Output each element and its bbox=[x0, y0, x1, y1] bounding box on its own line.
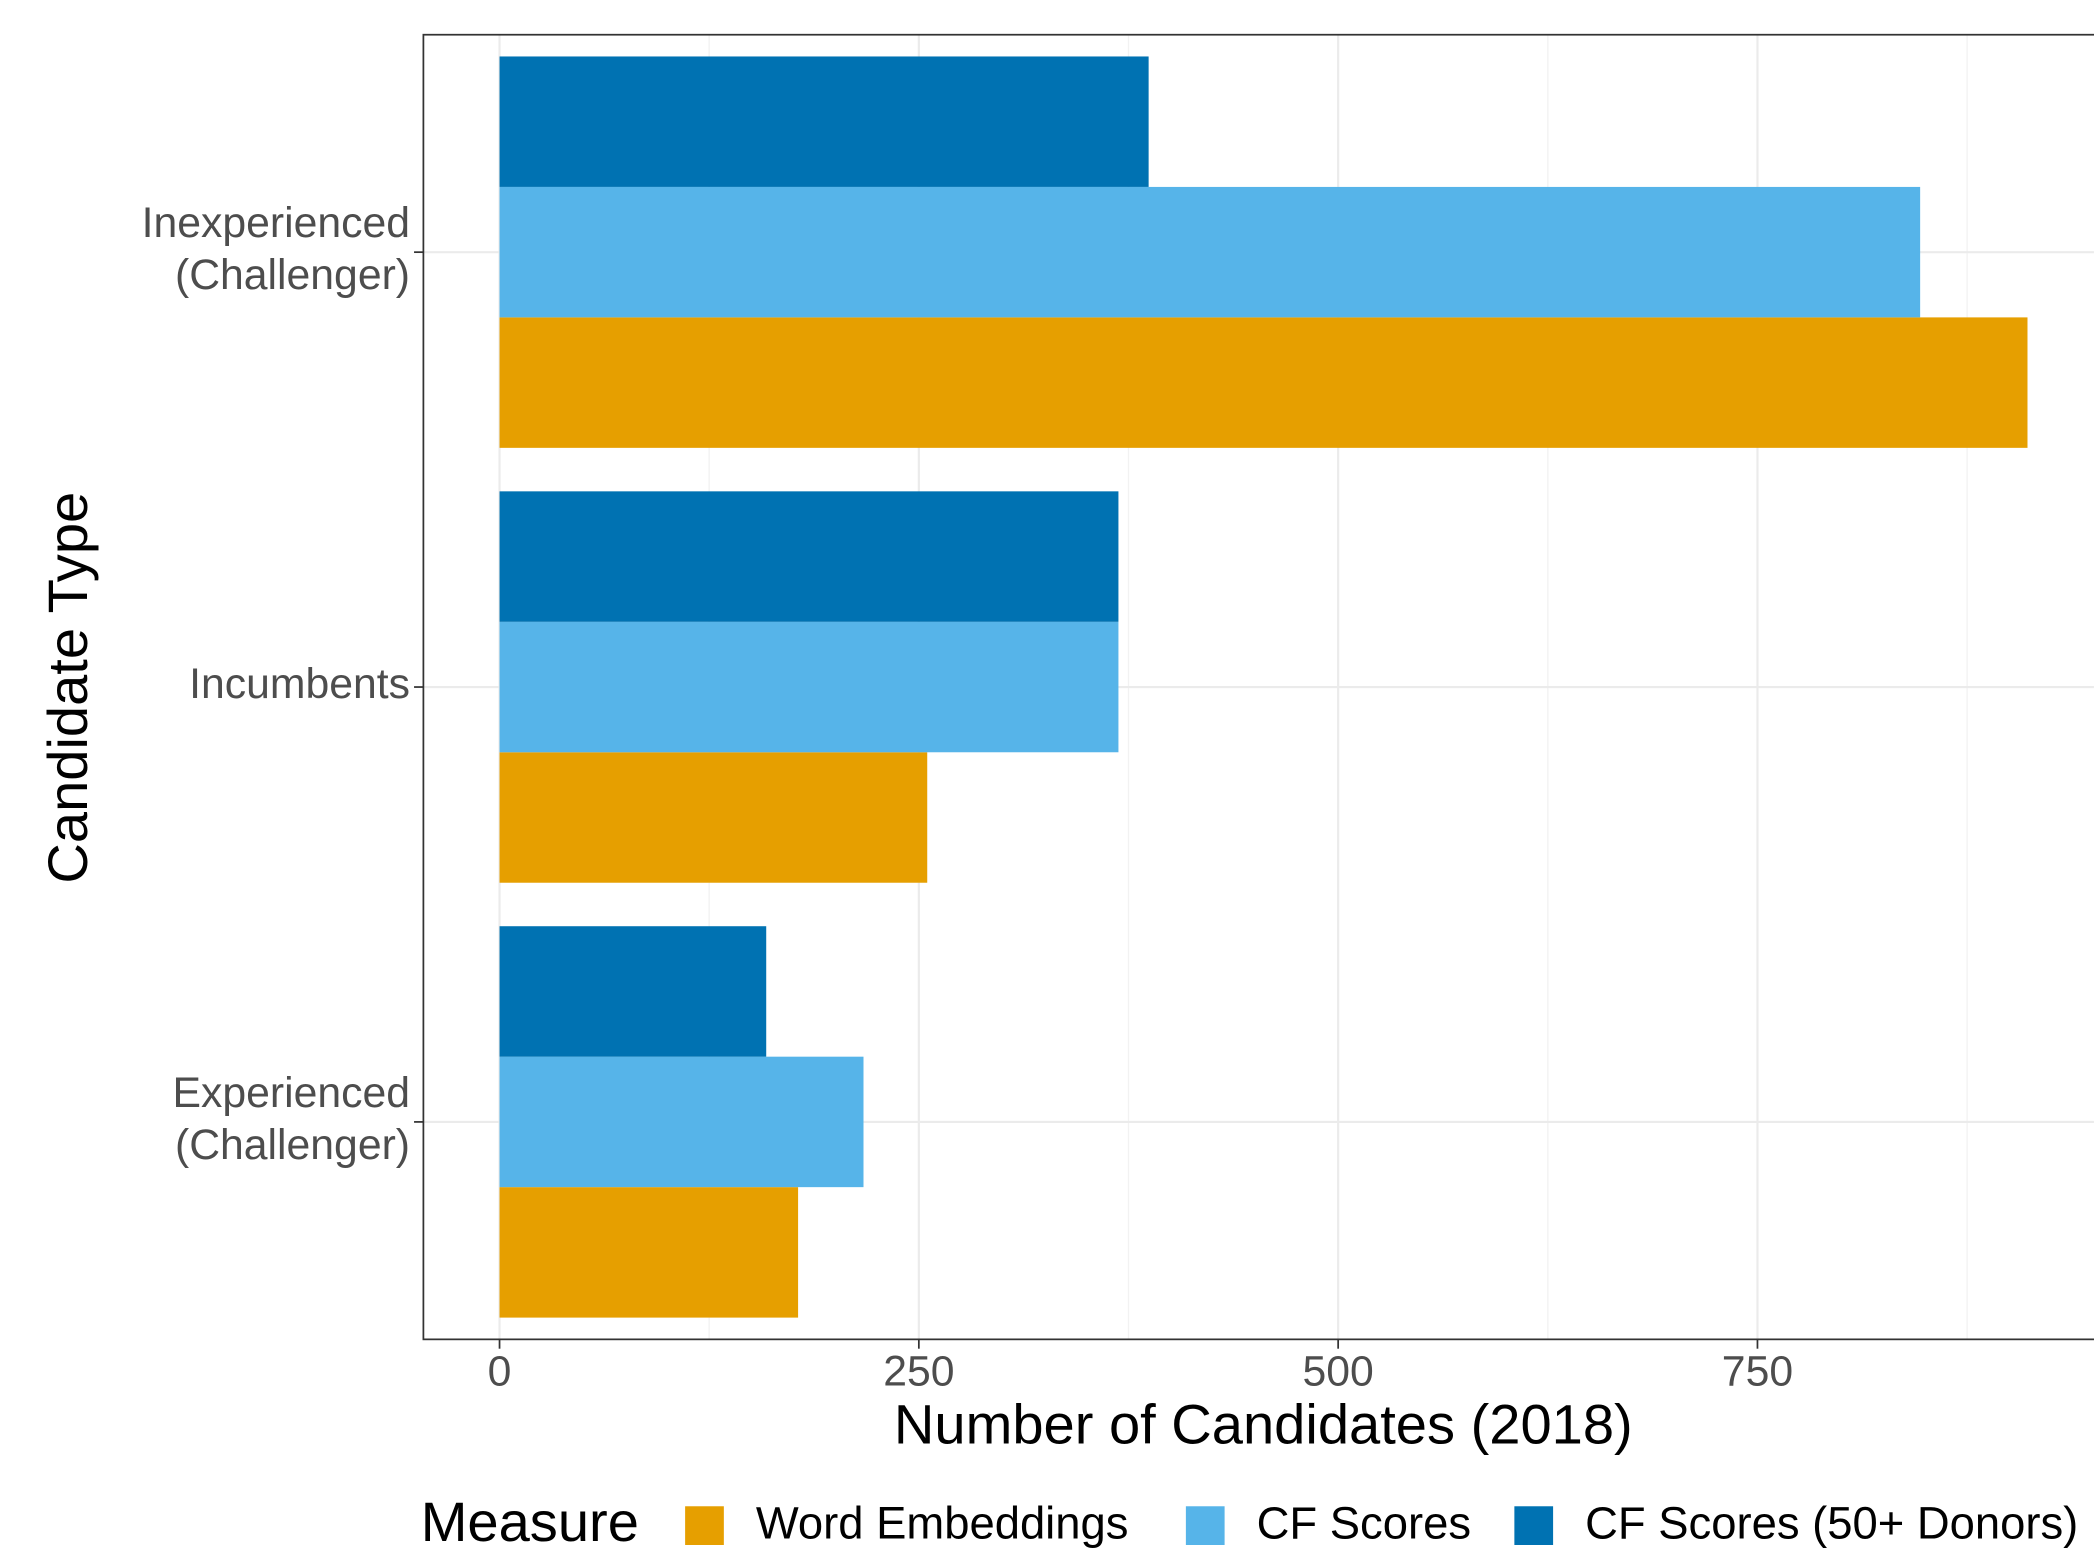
y-axis-title: Candidate Type bbox=[36, 492, 99, 884]
legend-key bbox=[1514, 1506, 1554, 1545]
x-tick-label: 250 bbox=[883, 1347, 954, 1395]
x-tick-label: 0 bbox=[488, 1347, 512, 1395]
legend-label: Word Embeddings bbox=[756, 1497, 1129, 1548]
bar bbox=[499, 317, 2028, 448]
y-tick-label: Inexperienced (Challenger) bbox=[142, 199, 410, 299]
legend-label: CF Scores (50+ Donors) bbox=[1585, 1497, 2078, 1548]
bar bbox=[499, 1056, 864, 1188]
bar bbox=[499, 1187, 799, 1318]
x-tick-label: 750 bbox=[1722, 1347, 1793, 1395]
legend-key bbox=[685, 1506, 724, 1545]
bar bbox=[499, 926, 767, 1057]
bar bbox=[499, 752, 928, 883]
legend-title: Measure bbox=[421, 1490, 639, 1549]
bar bbox=[499, 491, 1119, 622]
y-tick-label: Incumbents bbox=[189, 660, 410, 708]
x-axis-title: Number of Candidates (2018) bbox=[894, 1393, 1633, 1456]
bar bbox=[499, 621, 1119, 753]
bar bbox=[499, 56, 1149, 187]
legend-label: CF Scores bbox=[1257, 1497, 1471, 1548]
x-tick-label: 500 bbox=[1303, 1347, 1374, 1395]
bar bbox=[499, 186, 1921, 318]
y-tick-label: Experienced (Challenger) bbox=[173, 1069, 410, 1169]
legend-key bbox=[1185, 1506, 1225, 1545]
